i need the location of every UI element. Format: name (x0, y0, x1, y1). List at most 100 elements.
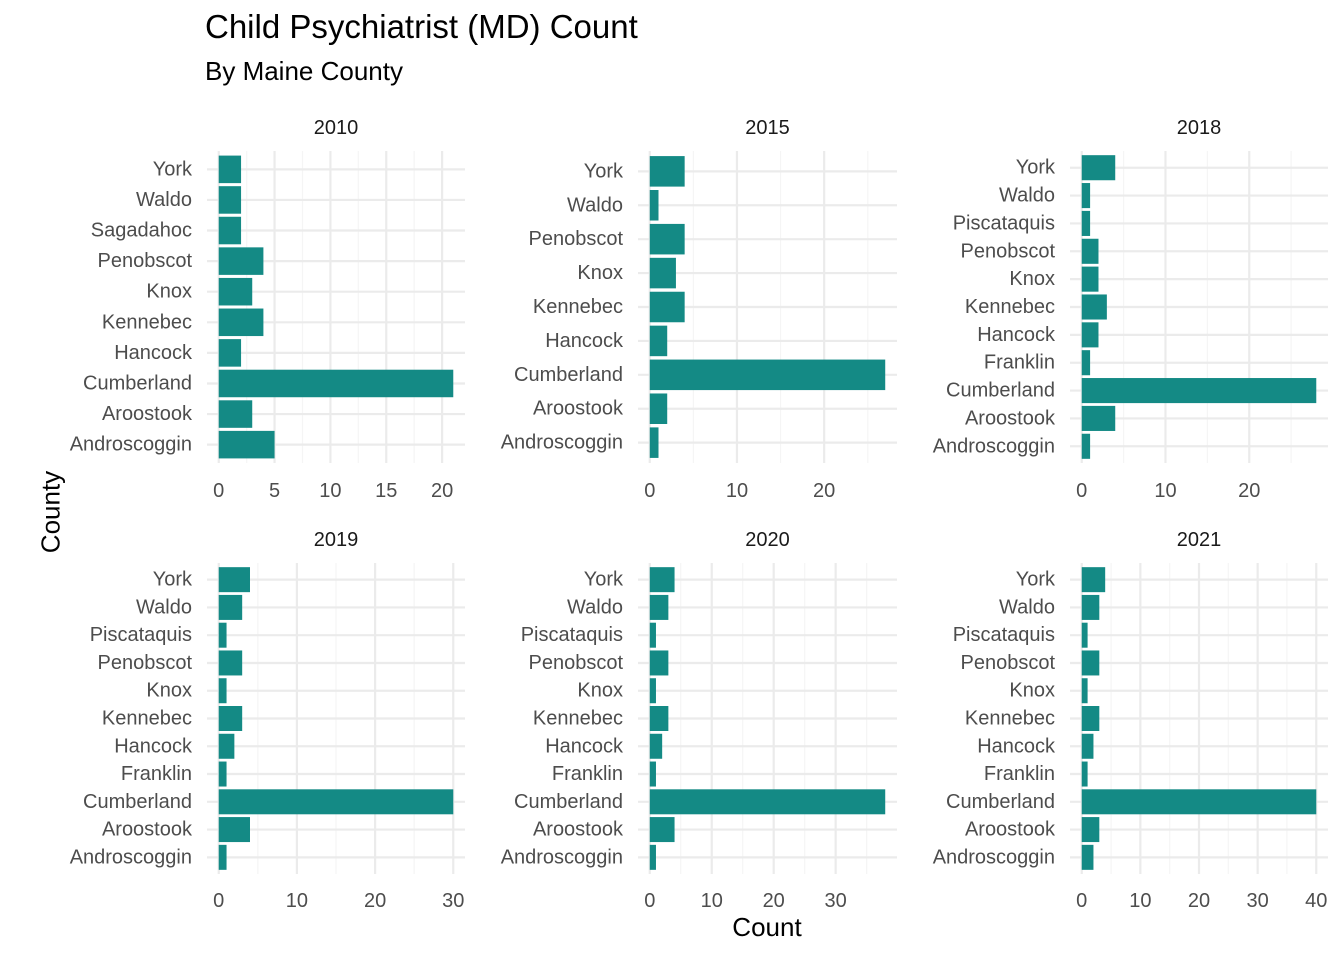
bar-aroostook (649, 393, 668, 424)
x-tick-label: 10 (286, 890, 308, 912)
bar-aroostook (218, 817, 250, 843)
bar-cumberland (1081, 378, 1317, 404)
y-tick-label: Franklin (121, 763, 192, 785)
bar-hancock (1081, 733, 1094, 759)
chart-title: Child Psychiatrist (MD) Count (205, 8, 638, 45)
panel-2010: Androscoggin Aroostook Cumberland Hancock Ke… (70, 117, 465, 502)
panel-2018: Androscoggin Aroostook Cumberland Franklin H… (933, 117, 1328, 502)
bar-kennebec (1081, 294, 1107, 320)
y-tick-label: Aroostook (102, 403, 193, 425)
bar-aroostook (218, 400, 253, 428)
bar-androscoggin (1081, 844, 1094, 870)
y-tick-label: York (153, 158, 193, 180)
x-tick-label: 0 (1076, 890, 1087, 912)
x-tick-label: 0 (644, 480, 655, 502)
bar-piscataquis (218, 622, 227, 648)
bar-cumberland (218, 369, 454, 398)
bar-york (649, 567, 675, 593)
facet-strip-label: 2019 (314, 529, 359, 551)
y-tick-label: Androscoggin (933, 435, 1055, 457)
bar-york (218, 155, 242, 184)
bar-piscataquis (1081, 210, 1091, 236)
y-tick-label: Knox (577, 680, 623, 702)
bar-kennebec (1081, 706, 1100, 731)
y-tick-label: Piscataquis (90, 624, 192, 646)
bar-hancock (649, 733, 663, 759)
y-tick-label: Kennebec (965, 296, 1055, 318)
x-tick-label: 5 (269, 480, 280, 502)
bar-cumberland (649, 359, 886, 391)
y-tick-label: Androscoggin (501, 432, 623, 454)
y-tick-label: Penobscot (97, 652, 192, 674)
x-tick-label: 20 (763, 890, 785, 912)
bar-androscoggin (649, 844, 656, 870)
bar-kennebec (218, 308, 264, 337)
bar-aroostook (649, 817, 675, 843)
bar-knox (218, 277, 253, 306)
facet-strip-label: 2010 (314, 117, 359, 139)
bar-androscoggin (218, 844, 227, 870)
y-tick-label: Kennebec (533, 708, 623, 730)
bar-york (218, 567, 250, 593)
y-tick-label: Kennebec (965, 708, 1055, 730)
x-tick-label: 40 (1305, 890, 1327, 912)
bar-piscataquis (1081, 622, 1088, 648)
bar-knox (218, 678, 227, 704)
bar-waldo (1081, 594, 1100, 620)
bar-hancock (1081, 322, 1099, 348)
x-axis-label: Count (732, 912, 802, 942)
x-tick-label: 0 (1076, 480, 1087, 502)
x-tick-label: 20 (1238, 480, 1260, 502)
x-tick-label: 20 (431, 480, 453, 502)
bar-sagadahoc (218, 216, 242, 245)
bar-knox (649, 257, 676, 289)
y-tick-label: Piscataquis (521, 624, 623, 646)
bar-kennebec (218, 706, 243, 731)
y-tick-label: Franklin (984, 763, 1055, 785)
y-tick-label: Aroostook (533, 819, 624, 841)
facet-strip-label: 2015 (745, 117, 790, 139)
bar-aroostook (1081, 405, 1116, 431)
bar-knox (1081, 678, 1088, 704)
y-tick-label: Penobscot (528, 652, 623, 674)
y-tick-label: Hancock (977, 735, 1056, 757)
panel-2015: Androscoggin Aroostook Cumberland Hancock Ke… (501, 117, 897, 502)
y-tick-label: Androscoggin (70, 434, 192, 456)
y-tick-label: Hancock (114, 735, 193, 757)
x-tick-label: 20 (364, 890, 386, 912)
y-tick-label: Knox (1009, 268, 1055, 290)
bar-cumberland (1081, 789, 1317, 815)
facet-strip-label: 2020 (745, 529, 790, 551)
y-tick-label: Cumberland (946, 380, 1055, 402)
bar-knox (1081, 266, 1099, 292)
bar-hancock (218, 733, 235, 759)
y-tick-label: Cumberland (514, 791, 623, 813)
y-tick-label: Kennebec (102, 708, 192, 730)
y-tick-label: Penobscot (528, 228, 623, 250)
panel-2021: Androscoggin Aroostook Cumberland Franklin H… (933, 529, 1328, 912)
bar-franklin (649, 761, 656, 787)
bar-cumberland (218, 789, 454, 815)
bar-knox (649, 678, 656, 704)
y-tick-label: Piscataquis (953, 212, 1055, 234)
bar-piscataquis (649, 622, 656, 648)
x-tick-label: 10 (701, 890, 723, 912)
y-tick-label: Knox (146, 680, 192, 702)
x-tick-label: 20 (813, 480, 835, 502)
y-tick-label: Knox (577, 262, 623, 284)
y-tick-label: Hancock (114, 342, 193, 364)
facet-strip-label: 2021 (1177, 529, 1222, 551)
y-tick-label: Waldo (567, 194, 623, 216)
bar-waldo (649, 190, 659, 221)
bar-waldo (218, 186, 242, 214)
y-tick-label: Hancock (545, 735, 624, 757)
y-tick-label: Waldo (999, 185, 1055, 207)
y-tick-label: York (1016, 569, 1056, 591)
y-tick-label: Penobscot (960, 240, 1055, 262)
bar-aroostook (1081, 817, 1100, 843)
facet-strip-label: 2018 (1177, 117, 1222, 139)
bar-franklin (1081, 350, 1091, 376)
bar-franklin (1081, 761, 1088, 787)
y-tick-label: Waldo (136, 189, 192, 211)
x-tick-label: 30 (442, 890, 464, 912)
